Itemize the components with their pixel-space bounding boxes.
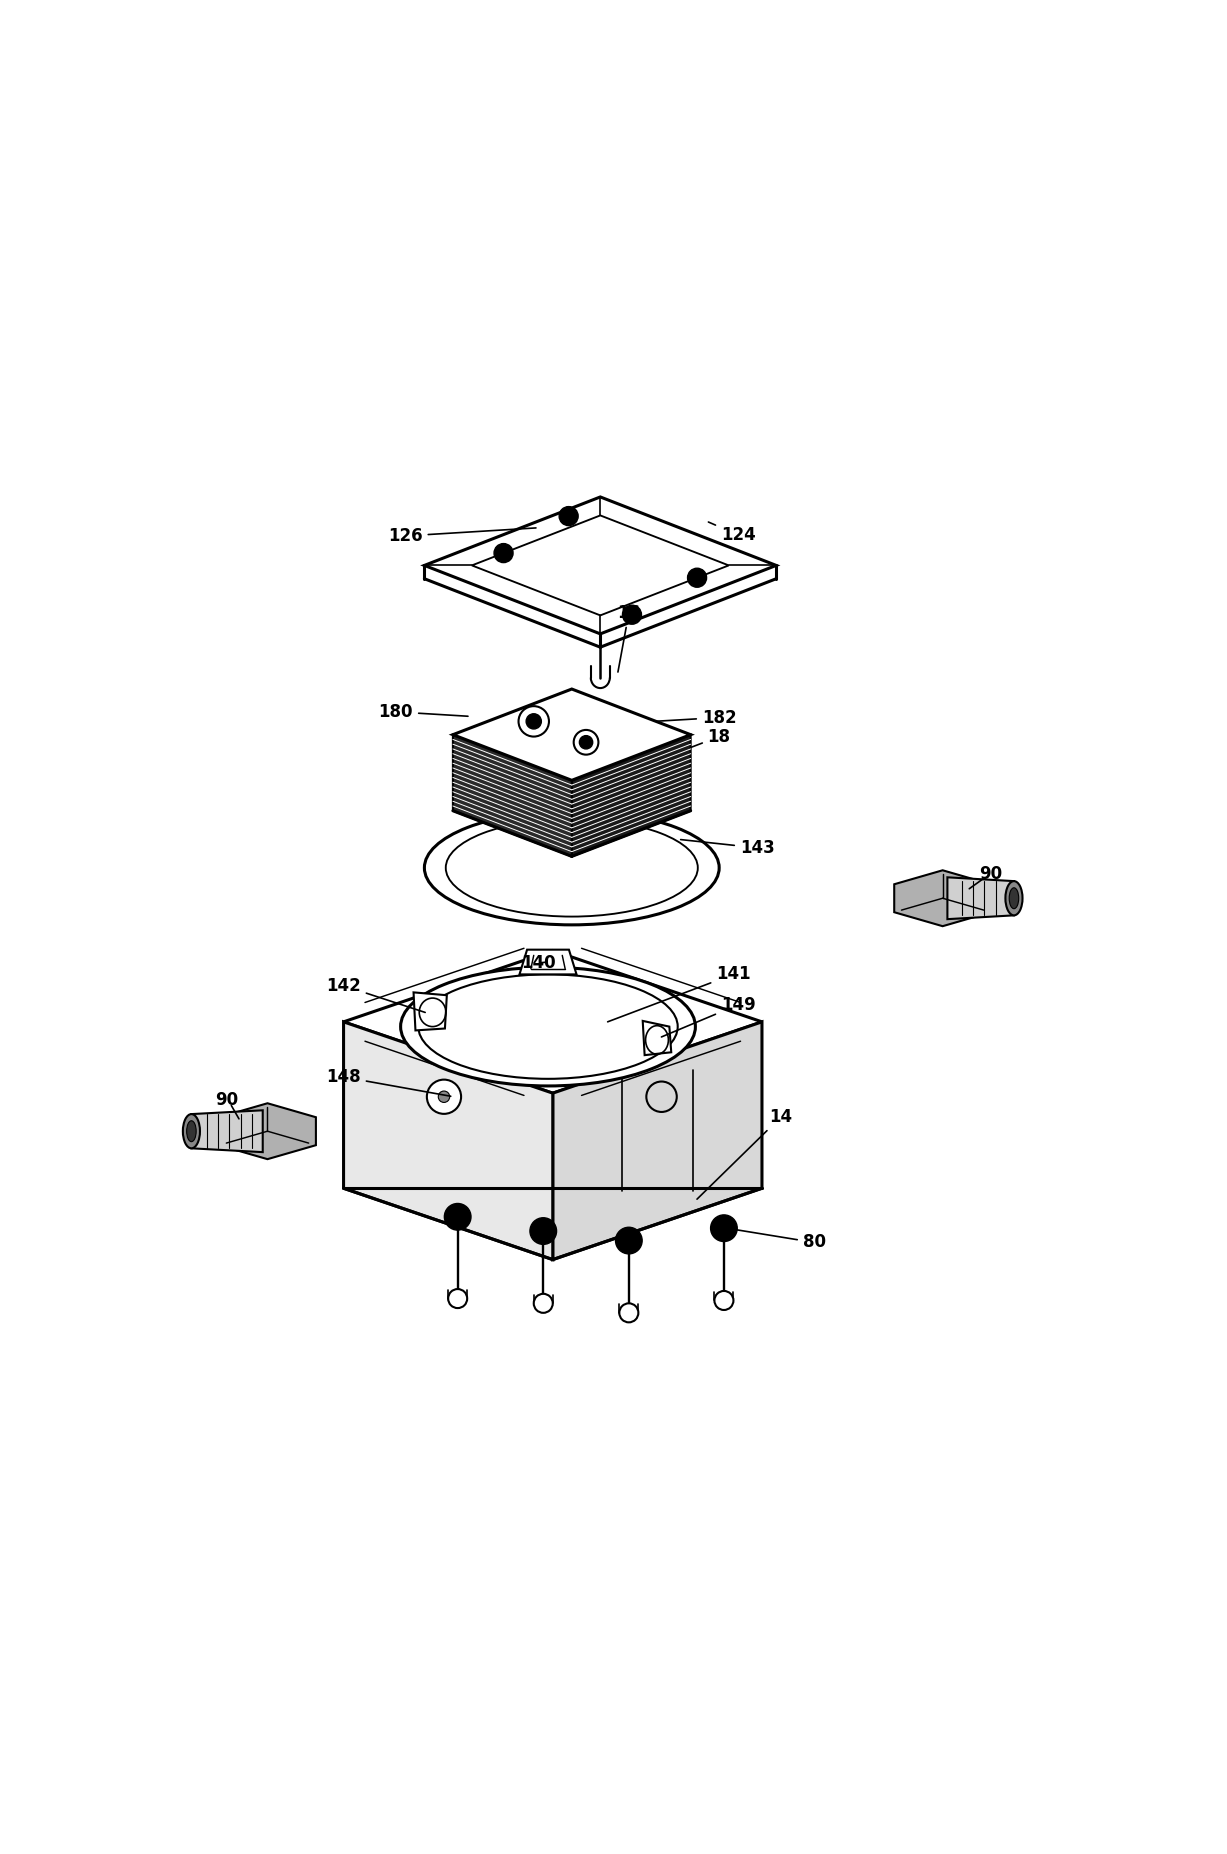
Circle shape	[622, 604, 642, 625]
Circle shape	[687, 567, 707, 588]
Text: 90: 90	[979, 864, 1001, 883]
Circle shape	[647, 1081, 677, 1112]
Circle shape	[620, 1303, 638, 1322]
Circle shape	[574, 730, 599, 755]
Circle shape	[530, 1218, 557, 1244]
Circle shape	[560, 506, 578, 527]
Polygon shape	[344, 951, 762, 1094]
Polygon shape	[643, 1022, 671, 1055]
Text: 16: 16	[617, 604, 640, 671]
Circle shape	[526, 714, 541, 729]
Text: 80: 80	[730, 1229, 826, 1251]
Polygon shape	[552, 1022, 762, 1259]
Text: 90: 90	[215, 1090, 238, 1109]
Text: 180: 180	[379, 703, 467, 721]
Circle shape	[616, 1227, 642, 1253]
Circle shape	[448, 1289, 467, 1309]
Polygon shape	[472, 515, 729, 616]
Circle shape	[519, 706, 548, 736]
Polygon shape	[425, 497, 777, 634]
Ellipse shape	[183, 1114, 200, 1148]
Polygon shape	[413, 992, 447, 1031]
Text: 182: 182	[591, 708, 736, 727]
Text: 18: 18	[667, 727, 730, 756]
Ellipse shape	[418, 975, 677, 1079]
Text: 14: 14	[697, 1109, 793, 1200]
Circle shape	[427, 1079, 461, 1114]
Circle shape	[438, 1090, 449, 1103]
Text: 149: 149	[661, 996, 756, 1036]
Ellipse shape	[1009, 888, 1018, 908]
Polygon shape	[344, 1022, 552, 1259]
Circle shape	[534, 1294, 552, 1313]
Polygon shape	[519, 949, 577, 975]
Ellipse shape	[445, 819, 698, 916]
Text: 148: 148	[326, 1068, 450, 1096]
Polygon shape	[453, 690, 691, 781]
Text: 142: 142	[326, 977, 426, 1012]
Circle shape	[494, 543, 513, 562]
Polygon shape	[572, 734, 691, 857]
Text: 143: 143	[681, 838, 774, 857]
Polygon shape	[947, 877, 1014, 920]
Text: 124: 124	[708, 523, 756, 543]
Polygon shape	[894, 870, 991, 927]
Circle shape	[579, 736, 593, 749]
Circle shape	[714, 1290, 734, 1311]
Ellipse shape	[425, 810, 719, 925]
Ellipse shape	[400, 968, 696, 1086]
Circle shape	[444, 1203, 471, 1229]
Polygon shape	[220, 1103, 315, 1159]
Text: 141: 141	[607, 966, 751, 1022]
Text: 140: 140	[521, 955, 556, 971]
Polygon shape	[453, 734, 572, 857]
Ellipse shape	[187, 1122, 196, 1142]
Text: 126: 126	[388, 527, 536, 545]
Circle shape	[710, 1214, 737, 1242]
Polygon shape	[191, 1111, 263, 1151]
Ellipse shape	[1005, 881, 1022, 916]
